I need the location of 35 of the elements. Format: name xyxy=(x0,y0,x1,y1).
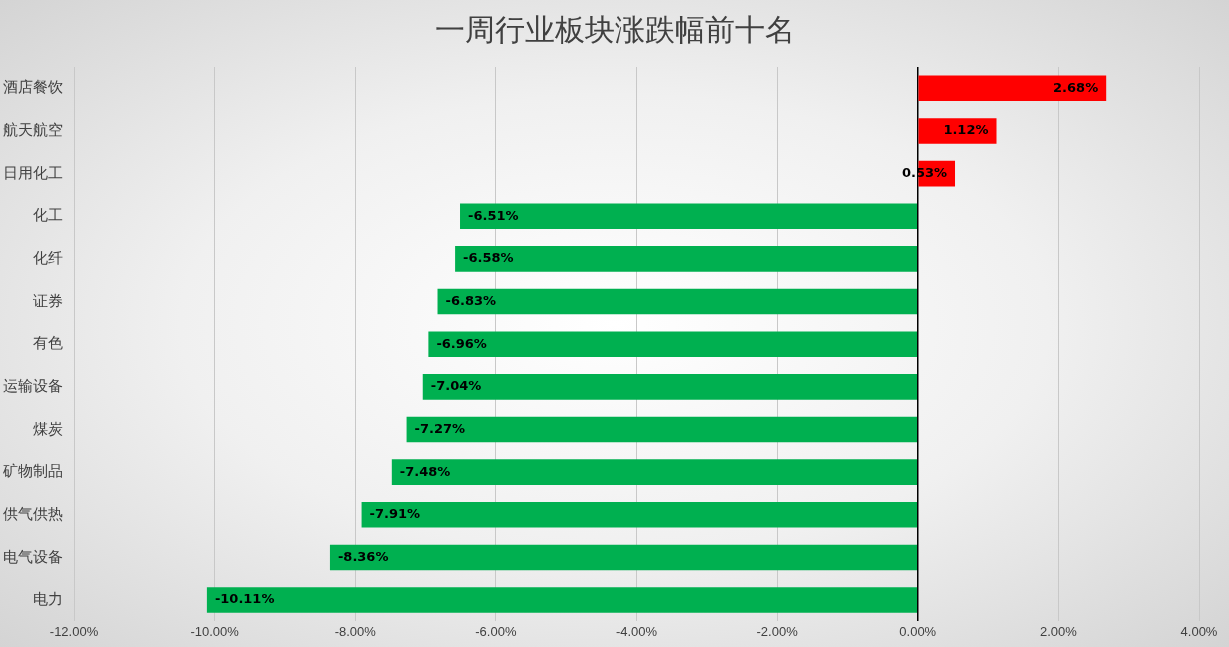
x-tick-label: -4.00% xyxy=(615,623,658,639)
data-label: -7.48% xyxy=(399,463,451,479)
y-tick-label: 酒店餐饮 xyxy=(3,78,63,96)
y-tick-label: 化纤 xyxy=(33,249,63,267)
y-tick-label: 运输设备 xyxy=(3,376,63,394)
data-label: -6.83% xyxy=(445,292,497,308)
y-tick-label: 航天航空 xyxy=(3,121,63,139)
chart-title: 一周行业板块涨跌幅前十名 xyxy=(433,11,796,49)
y-tick-label: 电气设备 xyxy=(3,547,63,565)
y-tick-label: 日用化工 xyxy=(3,163,63,181)
x-tick-label: -2.00% xyxy=(756,623,799,639)
data-label: -7.04% xyxy=(430,378,482,394)
y-tick-label: 供气供热 xyxy=(3,504,63,522)
x-tick-label: 4.00% xyxy=(1180,623,1218,639)
x-tick-label: 2.00% xyxy=(1039,623,1078,639)
data-label: -6.51% xyxy=(468,207,519,223)
data-label: -7.27% xyxy=(414,420,466,436)
x-tick-label: 0.00% xyxy=(899,623,937,639)
x-tick-label: -6.00% xyxy=(475,623,517,639)
x-tick-label: -12.00% xyxy=(49,623,99,639)
y-tick-label: 矿物制品 xyxy=(2,462,63,480)
data-label: -10.11% xyxy=(214,591,275,607)
data-label: -8.36% xyxy=(337,548,389,564)
y-tick-label: 化工 xyxy=(33,206,63,224)
data-label: -6.58% xyxy=(463,250,514,266)
y-tick-label: 电力 xyxy=(33,590,63,608)
data-label: 1.12% xyxy=(943,122,989,138)
y-tick-label: 有色 xyxy=(33,334,63,352)
data-label: -6.96% xyxy=(436,335,487,351)
data-label: -7.91% xyxy=(369,506,421,522)
x-tick-label: -10.00% xyxy=(190,623,240,639)
data-label: 2.68% xyxy=(1053,79,1099,95)
x-tick-label: -8.00% xyxy=(334,623,377,639)
y-tick-label: 煤炭 xyxy=(33,419,63,437)
y-tick-label: 证券 xyxy=(33,291,63,309)
